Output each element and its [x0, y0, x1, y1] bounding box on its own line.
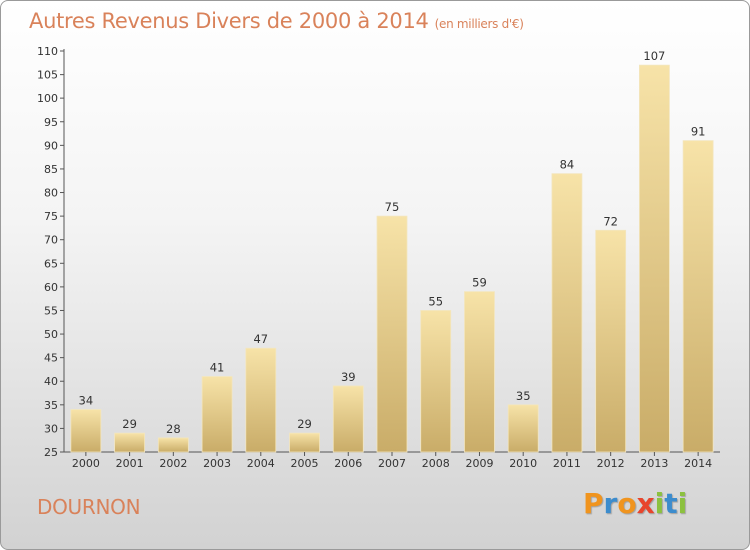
bar-2007: [376, 215, 408, 453]
bar-2004: [245, 347, 277, 453]
bar-2000: [70, 409, 102, 453]
bar-2010: [507, 404, 539, 453]
y-tick-label: 110: [37, 45, 58, 58]
data-label-2008: 55: [428, 294, 443, 308]
data-label-2006: 39: [341, 370, 356, 384]
x-tick-label-2005: 2005: [291, 457, 319, 470]
y-tick-label: 90: [44, 139, 58, 152]
bar-2003: [201, 376, 233, 453]
x-tick-label-2012: 2012: [597, 457, 625, 470]
bar-2012: [595, 229, 627, 453]
data-label-2009: 59: [472, 276, 487, 290]
data-label-2001: 29: [122, 417, 137, 431]
y-tick-label: 65: [44, 257, 58, 270]
x-tick-label-2014: 2014: [684, 457, 712, 470]
data-label-2007: 75: [385, 200, 400, 214]
x-tick-label-2002: 2002: [159, 457, 187, 470]
proxiti-logo: Proxiti: [583, 487, 687, 520]
logo-letter: x: [636, 487, 655, 520]
x-tick-label-2011: 2011: [553, 457, 581, 470]
y-tick-label: 60: [44, 281, 58, 294]
logo-letter: P: [583, 487, 604, 520]
bar-2011: [551, 173, 583, 453]
bar-2014: [682, 140, 714, 453]
x-tick-label-2000: 2000: [72, 457, 100, 470]
y-tick-label: 85: [44, 163, 58, 176]
y-tick-label: 75: [44, 210, 58, 223]
logo-letter: r: [603, 487, 618, 520]
bar-2009: [464, 291, 495, 453]
data-label-2005: 29: [297, 417, 312, 431]
bar-2005: [289, 432, 320, 453]
data-label-2013: 107: [643, 49, 665, 63]
x-tick-label-2004: 2004: [247, 457, 275, 470]
y-tick-label: 100: [37, 92, 58, 105]
y-tick-label: 35: [44, 399, 58, 412]
bar-2002: [157, 437, 189, 453]
y-tick-label: 80: [44, 187, 58, 200]
x-tick-label-2001: 2001: [116, 457, 144, 470]
x-tick-label-2006: 2006: [334, 457, 362, 470]
data-label-2000: 34: [79, 394, 94, 408]
y-tick-label: 55: [44, 304, 58, 317]
y-tick-label: 105: [37, 69, 58, 82]
bar-2001: [114, 432, 145, 453]
data-label-2014: 91: [691, 125, 706, 139]
y-tick-label: 50: [44, 328, 58, 341]
data-label-2011: 84: [560, 158, 575, 172]
data-label-2003: 41: [210, 361, 225, 375]
data-label-2002: 28: [166, 422, 181, 436]
y-tick-label: 70: [44, 234, 58, 247]
chart-title: Autres Revenus Divers de 2000 à 2014 (en …: [29, 9, 524, 33]
data-label-2004: 47: [253, 332, 268, 346]
logo-letter: i: [677, 487, 688, 520]
bar-2013: [639, 64, 670, 453]
x-tick-label-2003: 2003: [203, 457, 231, 470]
data-label-2010: 35: [516, 389, 531, 403]
logo-letter: i: [654, 487, 665, 520]
x-tick-label-2008: 2008: [422, 457, 450, 470]
y-tick-label: 45: [44, 352, 58, 365]
data-label-2012: 72: [603, 214, 618, 228]
y-tick-label: 30: [44, 422, 58, 435]
y-tick-label: 40: [44, 375, 58, 388]
bar-2008: [420, 310, 452, 453]
logo-letter: o: [617, 487, 637, 520]
x-tick-label-2010: 2010: [509, 457, 537, 470]
x-tick-label-2013: 2013: [640, 457, 668, 470]
logo-letter: t: [664, 487, 678, 520]
chart-title-text: Autres Revenus Divers de 2000 à 2014: [29, 9, 429, 33]
chart-unit: (en milliers d'€): [434, 17, 524, 31]
x-tick-label-2007: 2007: [378, 457, 406, 470]
y-tick-label: 95: [44, 116, 58, 129]
bar-2006: [332, 385, 364, 453]
x-tick-label-2009: 2009: [465, 457, 493, 470]
town-name: DOURNON: [37, 495, 141, 519]
y-tick-label: 25: [44, 446, 58, 459]
